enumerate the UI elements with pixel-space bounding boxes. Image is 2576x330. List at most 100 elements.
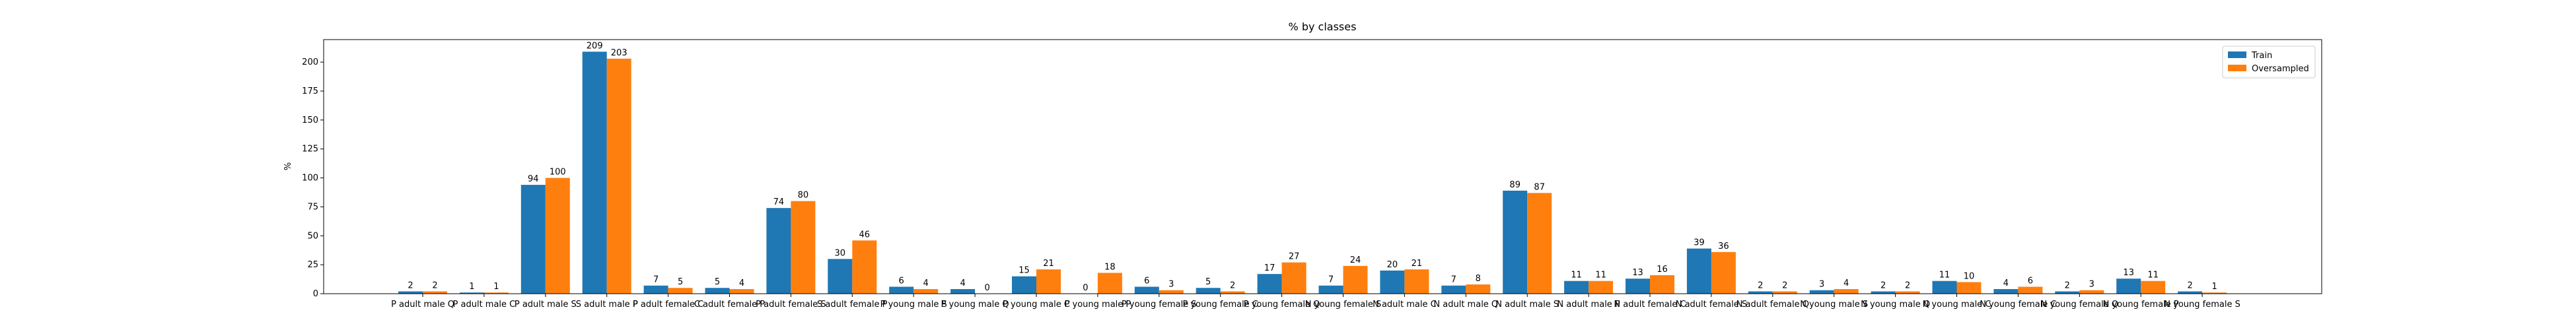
bar: [1466, 284, 1491, 294]
value-label: 80: [798, 191, 809, 201]
value-label: 2: [1782, 280, 1787, 290]
value-label: 21: [1043, 259, 1054, 269]
value-label: 0: [984, 283, 989, 293]
value-label: 4: [960, 279, 965, 288]
bar: [1650, 275, 1674, 294]
x-tick-label: N young female Q: [2041, 300, 2119, 310]
value-label: 17: [1264, 263, 1275, 273]
x-tick-label: N young male C: [1923, 300, 1991, 310]
bar: [2018, 286, 2043, 294]
value-label: 3: [1819, 280, 1824, 290]
x-tick-label: N young female S: [1305, 300, 1382, 310]
bar: [2079, 290, 2104, 294]
value-label: 36: [1718, 242, 1729, 251]
bar: [1134, 286, 1159, 294]
bar: [1956, 282, 1982, 294]
y-tick-label: 100: [302, 174, 318, 183]
bar: [1871, 291, 1896, 294]
bar: [483, 292, 509, 294]
bar: [950, 288, 976, 294]
value-label: 100: [550, 168, 566, 178]
bar: [1834, 288, 1859, 294]
bar: [606, 58, 631, 294]
x-tick-label: S adult female P: [817, 300, 888, 310]
value-label: 24: [1350, 255, 1361, 265]
bar: [1527, 193, 1552, 294]
x-tick-label: P young male C: [1003, 300, 1070, 310]
value-label: 4: [923, 279, 929, 288]
x-tick-label: P adult male Q: [391, 300, 454, 310]
value-label: 2: [1758, 280, 1763, 290]
value-label: 3: [2089, 280, 2094, 290]
value-label: 3: [1168, 280, 1174, 290]
bar: [1809, 290, 1834, 294]
value-label: 5: [1205, 277, 1211, 287]
bar: [1036, 269, 1061, 294]
x-tick-label: P adult female S: [756, 300, 826, 310]
bar: [1564, 280, 1589, 294]
legend-swatch: [2228, 65, 2246, 71]
value-label: 11: [1571, 271, 1582, 280]
plot-frame: [323, 39, 2322, 294]
value-label: 39: [1694, 238, 1705, 248]
value-label: 7: [1328, 275, 1334, 285]
value-label: 2: [1905, 280, 1910, 290]
value-label: 203: [611, 48, 627, 58]
x-tick-label: N young female S: [2164, 300, 2240, 310]
y-tick-label: 50: [307, 231, 318, 241]
bar: [2116, 279, 2141, 294]
value-label: 20: [1387, 260, 1398, 270]
bar: [1343, 265, 1368, 294]
bar: [913, 288, 939, 294]
value-label: 89: [1509, 180, 1521, 190]
y-tick-label: 25: [307, 260, 318, 270]
bar: [852, 240, 877, 294]
bar: [791, 201, 816, 294]
bar: [398, 291, 423, 294]
bar: [1281, 262, 1306, 294]
y-tick-label: 175: [302, 86, 318, 96]
x-tick-label: C adult female P: [694, 300, 765, 310]
bar: [668, 288, 693, 294]
value-label: 27: [1289, 252, 1300, 262]
bar: [1220, 291, 1245, 294]
y-axis-label: %: [283, 162, 293, 170]
x-tick-label: P adult male C: [453, 300, 516, 310]
value-label: 2: [2187, 280, 2192, 290]
chart-title: % by classes: [1289, 20, 1357, 33]
bar: [2178, 291, 2203, 294]
x-tick-label: N young female P: [2103, 300, 2179, 310]
x-tick-label: N adult female S: [1676, 300, 1747, 310]
value-label: 2: [432, 280, 437, 290]
bar: [705, 288, 730, 294]
x-tick-label: P young female C: [1182, 300, 1258, 310]
x-tick-label: P young female Q: [1244, 300, 1320, 310]
y-tick-label: 125: [302, 145, 318, 154]
bar: [423, 291, 447, 294]
bar: [729, 288, 754, 294]
value-label: 6: [2028, 276, 2033, 286]
bar: [459, 292, 484, 294]
value-label: 30: [835, 248, 846, 258]
y-tick-label: 200: [302, 57, 318, 67]
value-label: 1: [469, 282, 474, 292]
value-label: 11: [1595, 271, 1606, 280]
y-tick-label: 0: [313, 289, 318, 299]
value-label: 6: [899, 276, 904, 286]
value-label: 18: [1104, 262, 1116, 272]
bar: [889, 286, 914, 294]
value-label: 2: [1230, 280, 1235, 290]
x-tick-label: N adult male P: [1557, 300, 1620, 310]
bar: [1626, 279, 1650, 294]
bar: [1380, 270, 1405, 294]
value-label: 16: [1657, 265, 1668, 275]
x-tick-label: N young male Q: [1861, 300, 1930, 310]
value-label: 46: [859, 230, 871, 240]
value-label: 10: [1964, 271, 1975, 281]
value-label: 2: [1880, 280, 1886, 290]
x-tick-label: N adult female Q: [1736, 300, 1809, 310]
x-tick-label: N adult female C: [1614, 300, 1686, 310]
bar: [1895, 291, 1920, 294]
value-label: 11: [1939, 271, 1950, 280]
